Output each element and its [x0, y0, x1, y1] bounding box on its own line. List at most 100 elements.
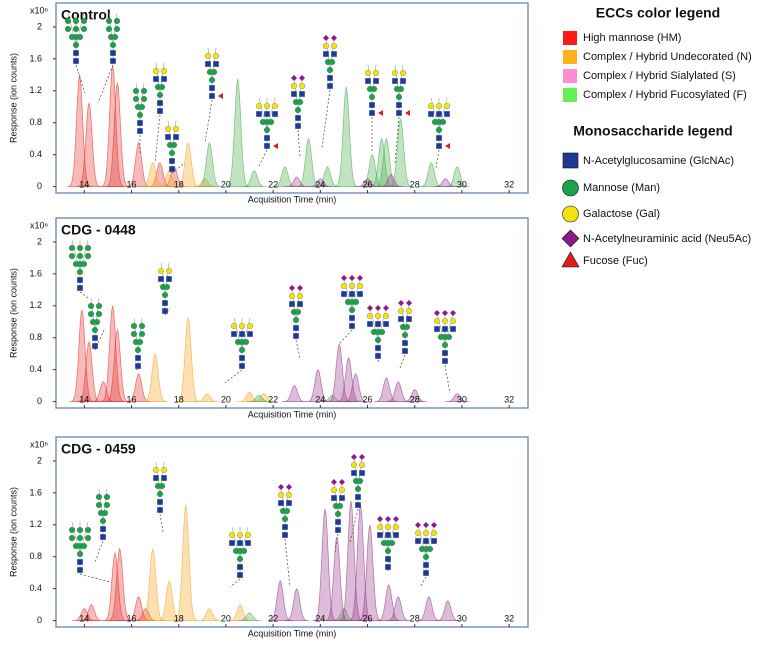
panel-title: CDG - 0459 [61, 441, 136, 457]
neu5ac [339, 479, 345, 485]
y-axis-label: Response (ion counts) [8, 268, 18, 358]
residue [384, 547, 392, 555]
peak [378, 174, 404, 187]
leader-line [134, 367, 139, 371]
peak [105, 82, 130, 187]
residue [95, 501, 103, 509]
residue [84, 252, 92, 260]
peak [444, 393, 470, 402]
glcnac [369, 102, 375, 108]
residue [281, 515, 289, 523]
x-tick-label: 14 [79, 394, 89, 404]
x-tick-label: 18 [174, 179, 184, 189]
peak [308, 178, 333, 187]
leader-line [97, 64, 114, 104]
residue [93, 318, 101, 326]
legend-title: Monosaccharide legend [573, 123, 732, 139]
residue [391, 69, 399, 77]
residue [105, 17, 113, 25]
residue [84, 534, 92, 542]
x-tick-label: 22 [268, 394, 278, 404]
residue [296, 292, 304, 300]
glcnac [161, 76, 167, 82]
peak [355, 178, 380, 187]
residue [80, 17, 88, 25]
glcnac [351, 470, 357, 476]
residue [435, 102, 443, 110]
plot-area [67, 65, 470, 187]
fucose [218, 93, 223, 99]
x-tick-label: 32 [504, 394, 514, 404]
residue [138, 322, 146, 330]
glcnac [161, 475, 167, 481]
x-tick-label: 32 [504, 179, 514, 189]
neu5ac [375, 305, 381, 311]
glcnac [375, 321, 381, 327]
glcnac [450, 326, 456, 332]
leader-line [159, 513, 164, 533]
glcnac [335, 519, 341, 525]
glcnac [406, 316, 412, 322]
glcnac [92, 343, 98, 349]
x-tick-label: 24 [315, 613, 325, 623]
legend-swatch [563, 69, 577, 83]
residue [152, 466, 160, 474]
residue [103, 501, 111, 509]
glcnac [373, 78, 379, 84]
residue [208, 76, 216, 84]
peak [69, 309, 95, 402]
residue [392, 523, 400, 531]
peak [100, 305, 125, 402]
residue [294, 106, 302, 114]
peak [343, 373, 368, 402]
glcnac [153, 475, 159, 481]
y-tick-label: 1.2 [29, 300, 42, 310]
residue [160, 67, 168, 75]
neu5ac [377, 516, 383, 522]
residue [210, 68, 218, 76]
glcnac [393, 532, 399, 538]
glcnac [239, 331, 245, 337]
leader-line [334, 533, 339, 553]
residue [64, 17, 72, 25]
glcnac [331, 51, 337, 57]
peak [419, 162, 444, 187]
peak [157, 579, 182, 621]
panel-title: Control [61, 7, 111, 23]
legend-swatch [563, 88, 577, 102]
glcnac [245, 540, 251, 546]
neu5ac [331, 479, 337, 485]
glcnac [264, 143, 270, 149]
glcnac [349, 323, 355, 329]
residue [354, 485, 362, 493]
residue [427, 102, 435, 110]
glcnac [369, 110, 375, 116]
glcnac [282, 524, 288, 530]
glycan-icon [204, 47, 223, 99]
residue [298, 82, 306, 90]
residue [441, 341, 449, 349]
leader-line [284, 538, 291, 588]
glcnac [162, 300, 168, 306]
neu5ac [323, 35, 329, 41]
fucose [273, 143, 278, 149]
residue [168, 149, 176, 157]
glcnac [92, 335, 98, 341]
y-tick-label: 0.8 [29, 332, 42, 342]
residue [271, 102, 279, 110]
glcnac [293, 333, 299, 339]
fucose [445, 143, 450, 149]
residue [384, 523, 392, 531]
peak [326, 342, 352, 402]
residue [356, 477, 364, 485]
x-axis-label: Acquisition Time (min) [248, 409, 337, 419]
residue [426, 545, 434, 553]
glcnac [434, 326, 440, 332]
peak [105, 328, 130, 402]
residue [283, 507, 291, 515]
y-tick-label: 0 [37, 181, 42, 191]
residue [80, 260, 88, 268]
neu5ac [393, 516, 399, 522]
peak [242, 170, 267, 187]
